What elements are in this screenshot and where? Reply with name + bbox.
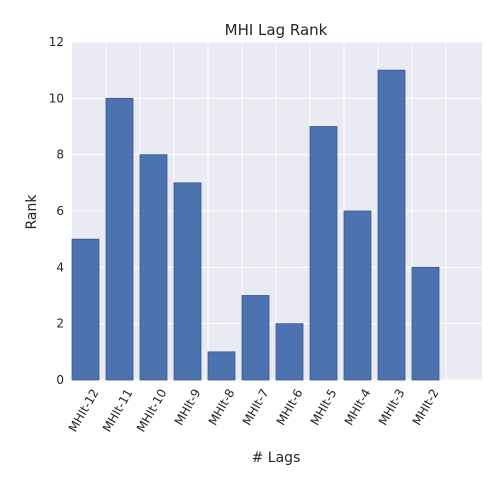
y-tick-label: 2 [56,317,64,331]
bar-mhit-9 [173,182,202,381]
y-tick-label: 0 [56,373,64,387]
y-tick-label: 10 [49,91,64,105]
bar-mhit-4 [343,210,372,381]
bar-mhit-5 [309,126,338,381]
x-tick-label: MHIt-6 [274,387,306,428]
bar-mhit-2 [411,266,440,381]
bar-mhit-6 [275,323,304,381]
x-tick-label: MHIt-4 [342,387,374,428]
x-tick-label: MHIt-9 [172,387,204,428]
x-axis-label: # Lags [252,450,301,466]
y-tick-label: 4 [56,260,64,274]
x-tick-label: MHIt-2 [410,387,442,428]
y-tick-label: 8 [56,148,64,162]
chart-title: MHI Lag Rank [225,21,328,39]
y-tick-labels: 0 2 4 6 8 10 12 [49,35,64,387]
y-tick-label: 12 [49,35,64,49]
y-axis-label: Rank [24,194,40,230]
x-tick-label: MHIt-12 [66,387,102,435]
bar-mhit-12 [71,238,100,381]
x-tick-label: MHIt-8 [206,387,238,428]
bars [71,69,440,381]
bar-mhit-10 [139,154,168,381]
y-tick-label: 6 [56,204,64,218]
bar-mhit-11 [105,97,134,381]
bar-mhit-8 [207,351,236,381]
x-tick-label: MHIt-7 [240,387,272,428]
x-tick-label: MHIt-11 [100,387,136,435]
bar-mhit-3 [377,69,406,381]
x-tick-label: MHIt-3 [376,387,408,428]
x-tick-label: MHIt-5 [308,387,340,428]
x-tick-label: MHIt-10 [134,387,170,435]
bar-mhit-7 [241,295,270,381]
